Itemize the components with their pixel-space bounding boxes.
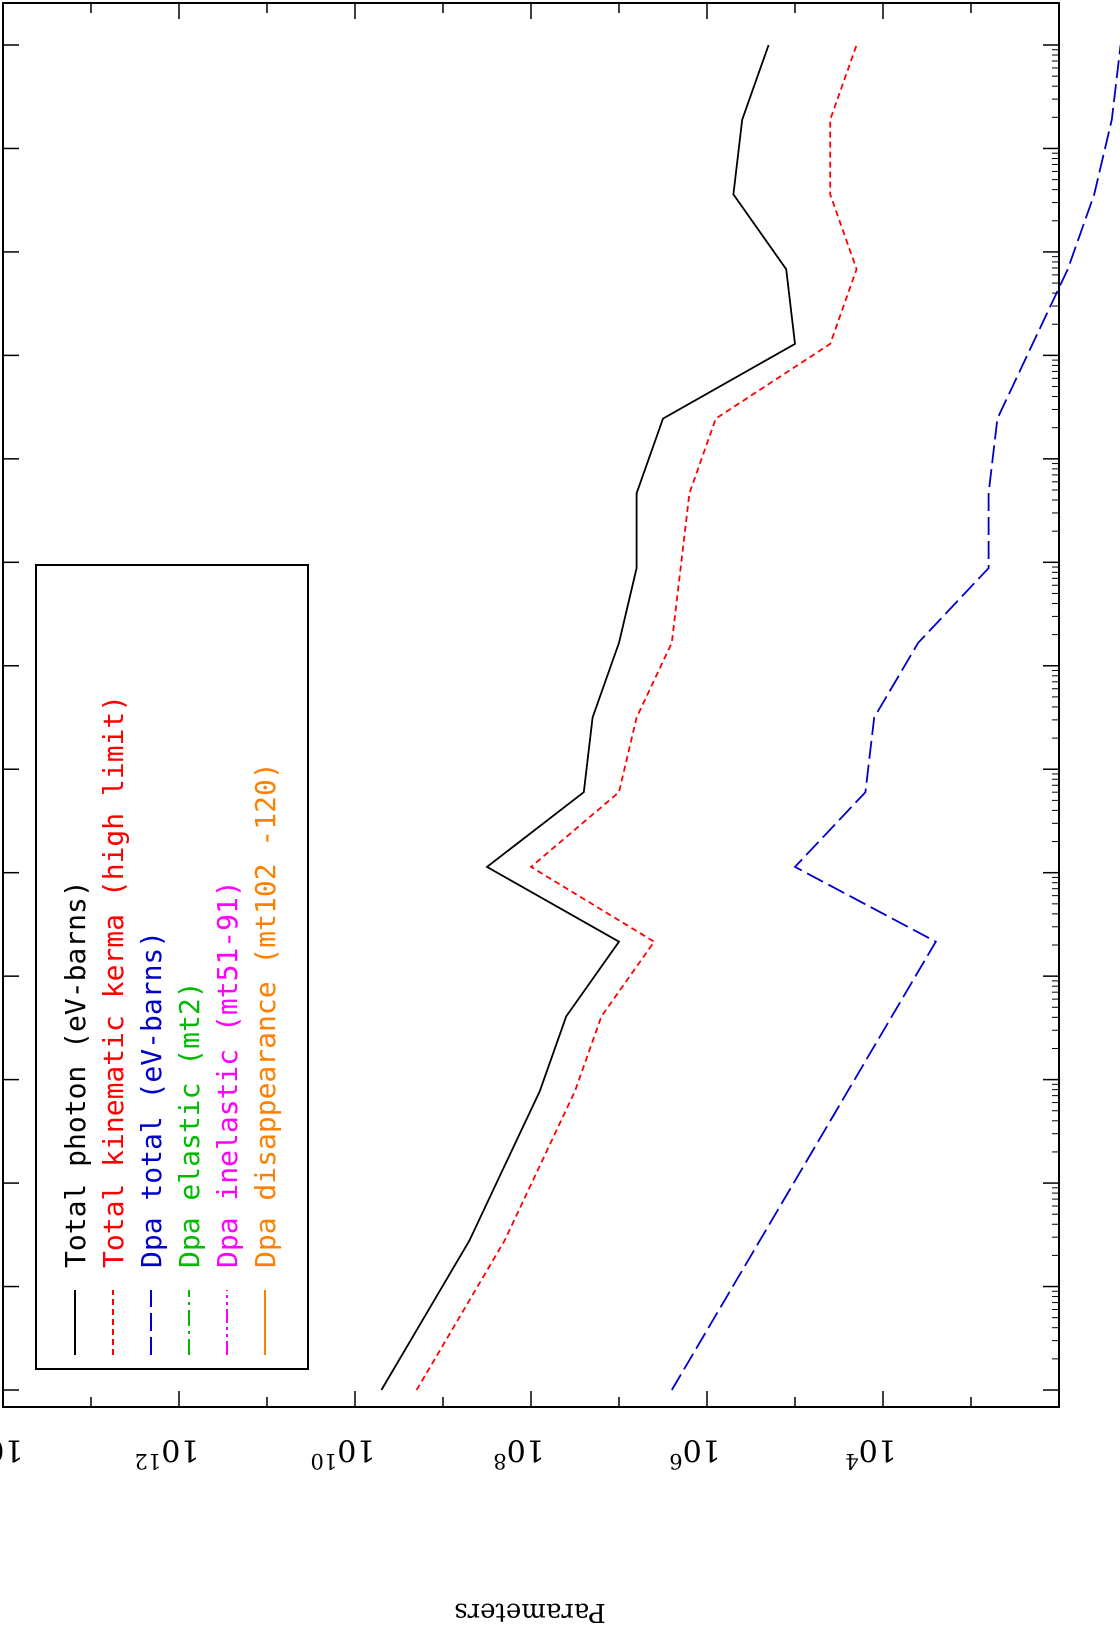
legend-label: Dpa elastic (mt2) bbox=[173, 981, 206, 1268]
legend-label: Total kinematic kerma (high limit) bbox=[97, 695, 130, 1268]
legend: Total photon (eV-barns) Total kinematic k… bbox=[35, 564, 309, 1370]
y-tick-label: 104 bbox=[845, 1432, 897, 1473]
series-line-0 bbox=[380, 44, 796, 1391]
legend-box bbox=[35, 564, 309, 1370]
legend-label: Dpa inelastic (mt51-91) bbox=[211, 880, 244, 1268]
series-line-2 bbox=[671, 44, 1120, 1391]
legend-label: Total photon (eV-barns) bbox=[59, 880, 92, 1268]
y-tick-label: 1014 bbox=[0, 1432, 23, 1473]
axis-ticks bbox=[2, 3, 1060, 1407]
series-layer bbox=[380, 44, 1120, 1391]
legend-label: Dpa total (eV-barns) bbox=[135, 931, 168, 1268]
y-axis-title: Parameters bbox=[454, 1597, 605, 1627]
series-line-1 bbox=[415, 44, 858, 1391]
legend-label: Dpa disappearance (mt102 -120) bbox=[249, 762, 282, 1268]
y-tick-labels: 104 106 108 1010 1012 1014 bbox=[0, 1432, 897, 1473]
y-tick-label: 1010 bbox=[311, 1432, 376, 1473]
y-tick-label: 108 bbox=[493, 1432, 545, 1473]
y-tick-label: 1012 bbox=[135, 1432, 200, 1473]
legend-items: Total photon (eV-barns) Total kinematic k… bbox=[59, 695, 282, 1355]
y-tick-label: 106 bbox=[669, 1432, 721, 1473]
